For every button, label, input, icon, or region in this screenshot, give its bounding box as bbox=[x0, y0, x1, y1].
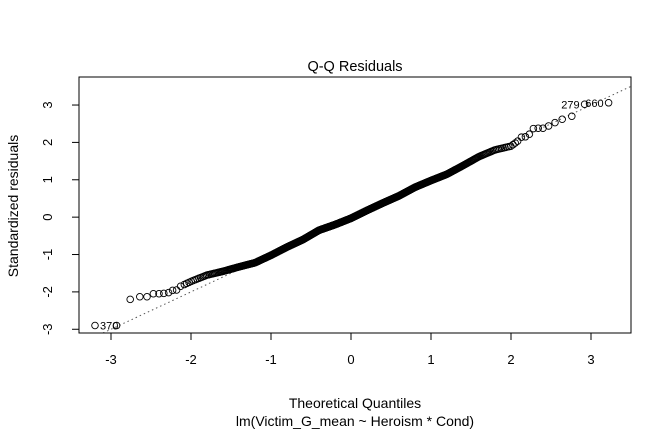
point-labels: 370 279 660 bbox=[100, 98, 604, 333]
data-point bbox=[136, 292, 144, 301]
data-point bbox=[91, 321, 99, 330]
data-point bbox=[529, 124, 538, 133]
y-tick-label: -3 bbox=[40, 323, 55, 335]
y-tick-label: 3 bbox=[40, 101, 55, 108]
data-point bbox=[534, 124, 542, 132]
data-point bbox=[176, 282, 185, 291]
data-point bbox=[164, 288, 173, 297]
data-point bbox=[580, 100, 589, 109]
data-point bbox=[509, 140, 517, 149]
x-axis-label: Theoretical Quantiles bbox=[289, 395, 421, 411]
data-point bbox=[112, 321, 121, 330]
points-group bbox=[91, 99, 613, 330]
data-point bbox=[525, 130, 534, 138]
data-point bbox=[172, 286, 181, 294]
data-point bbox=[160, 289, 168, 298]
x-tick-label: -2 bbox=[185, 352, 197, 367]
x-axis: -3 -2 -1 0 1 2 3 bbox=[105, 332, 595, 367]
x-tick-label: 0 bbox=[347, 352, 354, 367]
data-point bbox=[558, 115, 566, 123]
y-axis: -3 -2 -1 0 1 2 3 bbox=[40, 101, 80, 335]
y-tick-label: 0 bbox=[40, 214, 55, 221]
data-point bbox=[551, 118, 559, 127]
x-tick-label: 2 bbox=[507, 352, 514, 367]
data-point bbox=[511, 139, 519, 147]
y-tick-label: -2 bbox=[40, 286, 55, 298]
data-point bbox=[521, 133, 530, 141]
data-point bbox=[143, 292, 151, 301]
y-tick-label: 1 bbox=[40, 176, 55, 183]
data-point bbox=[149, 290, 158, 298]
data-point bbox=[604, 99, 613, 107]
y-tick-label: 2 bbox=[40, 139, 55, 146]
x-tick-label: -3 bbox=[105, 352, 117, 367]
data-point bbox=[155, 290, 163, 298]
data-point bbox=[126, 295, 134, 304]
point-label: 370 bbox=[100, 321, 118, 333]
point-label: 660 bbox=[585, 98, 603, 110]
data-point bbox=[513, 137, 522, 145]
x-tick-label: 1 bbox=[427, 352, 434, 367]
y-tick-label: -1 bbox=[40, 249, 55, 261]
data-point bbox=[168, 286, 177, 295]
data-point bbox=[544, 122, 553, 130]
y-axis-label: Standardized residuals bbox=[5, 135, 21, 277]
data-point bbox=[568, 112, 576, 120]
point-label: 279 bbox=[561, 99, 579, 111]
chart-title: Q-Q Residuals bbox=[307, 59, 402, 75]
x-tick-label: 3 bbox=[587, 352, 594, 367]
x-tick-label: -1 bbox=[265, 352, 277, 367]
model-formula: lm(Victim_G_mean ~ Heroism * Cond) bbox=[236, 413, 474, 429]
data-point bbox=[517, 133, 526, 141]
